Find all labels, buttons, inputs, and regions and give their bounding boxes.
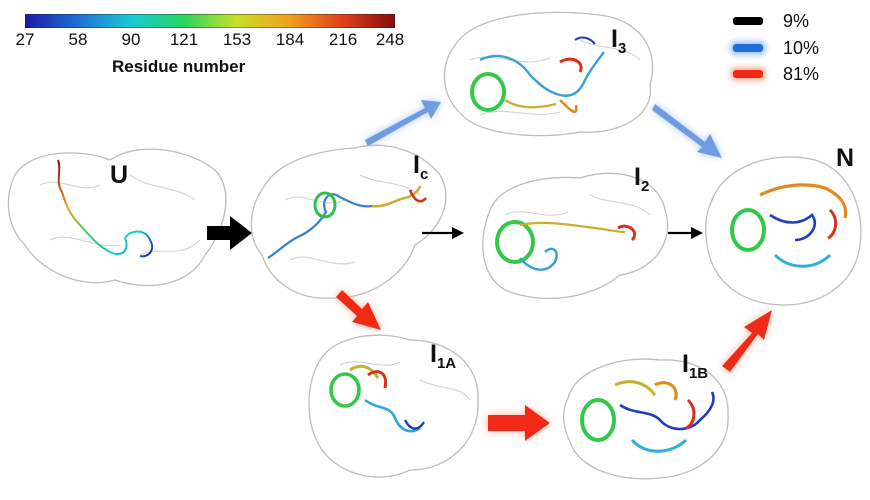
state-N-structure: [705, 156, 862, 306]
protein-ribbon: [364, 398, 421, 433]
molecular-surface: [705, 156, 862, 306]
state-Ic-structure: [250, 144, 447, 299]
red-arrow-I1B-to-N: [722, 310, 772, 372]
black-arrow-I2-to-N: [668, 227, 703, 239]
blue-arrow-I3-to-N: [652, 104, 722, 158]
legend-item-black: 9%: [733, 10, 853, 32]
state-I2-structure: [482, 172, 669, 299]
blue-arrow-Ic-to-I3: [365, 100, 441, 146]
legend-item-red: 81%: [733, 63, 853, 85]
state-I1B-structure: [563, 358, 729, 480]
red-arrow-Ic-to-I1A: [336, 290, 381, 330]
legend-swatch: [733, 44, 763, 52]
black-arrow-U-to-Ic: [207, 216, 252, 250]
protein-ribbon: [759, 183, 848, 219]
protein-ribbon: [619, 391, 715, 431]
state-U-structure: [7, 148, 227, 287]
state-label-I1A: I1A: [430, 340, 457, 372]
colorbar-tick: 121: [169, 30, 199, 49]
state-label-I3: I3: [611, 25, 627, 57]
colorbar-tick: 27: [15, 30, 35, 49]
state-label-I1B: I1B: [682, 350, 709, 382]
legend-percent: 81%: [783, 64, 820, 84]
protein-ribbon: [519, 221, 626, 234]
colorbar-title: Residue number: [112, 57, 246, 76]
legend-swatch: [733, 70, 763, 78]
state-label-I2: I2: [634, 163, 650, 195]
molecular-surface: [563, 358, 729, 480]
legend-percent: 10%: [783, 38, 820, 58]
legend-swatch: [733, 17, 763, 25]
colorbar-tick: 58: [68, 30, 88, 49]
colorbar-tick: 184: [275, 30, 305, 49]
colorbar-tick: 216: [328, 30, 358, 49]
red-arrow-I1A-to-I1B: [488, 405, 550, 441]
black-arrow-Ic-to-I2: [422, 227, 464, 239]
legend-item-blue: 10%: [733, 37, 853, 59]
state-label-N: N: [836, 144, 855, 172]
protein-ribbon: [479, 51, 605, 97]
state-I1A-structure: [308, 334, 479, 478]
state-label-U: U: [110, 161, 129, 189]
protein-ribbon: [57, 159, 154, 258]
molecular-surface: [250, 144, 447, 299]
colorbar-tick: 248: [375, 30, 405, 49]
state-I3-structure: [443, 11, 654, 137]
legend-percent: 9%: [783, 11, 810, 31]
colorbar-tick: 90: [121, 30, 141, 49]
colorbar: [25, 14, 395, 28]
colorbar-tick: 153: [222, 30, 252, 49]
state-label-Ic: Ic: [413, 151, 429, 183]
